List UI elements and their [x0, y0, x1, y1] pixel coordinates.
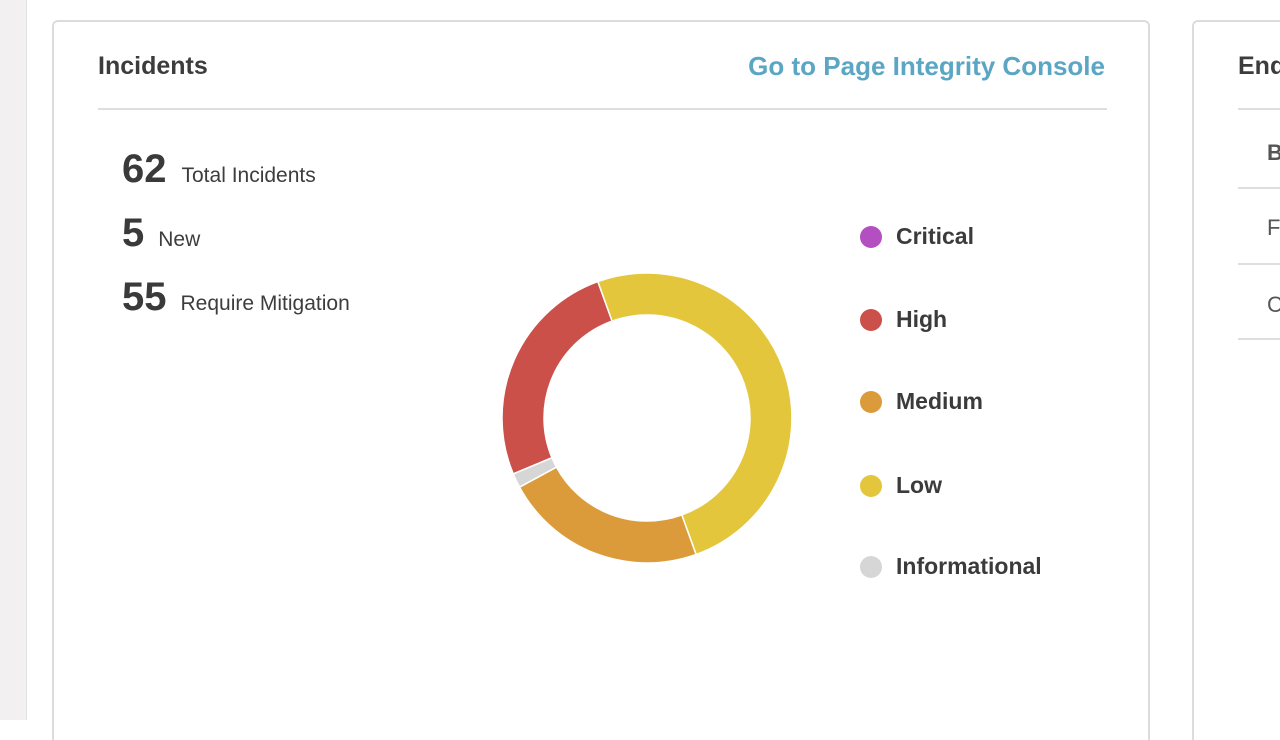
legend-dot	[860, 308, 882, 331]
legend-label: Critical	[896, 223, 974, 249]
legend-label: Low	[896, 472, 942, 498]
stat-label: Total Incidents	[181, 164, 316, 187]
stat-value: 62	[122, 147, 167, 191]
row-divider	[1238, 338, 1280, 340]
legend-label: High	[896, 306, 948, 332]
stat-label: New	[158, 228, 201, 251]
table-row[interactable]: C	[1267, 292, 1280, 318]
row-divider	[1238, 187, 1280, 189]
page-integrity-console-link[interactable]: Go to Page Integrity Console	[748, 51, 1105, 81]
card-divider	[98, 108, 1107, 110]
incidents-card: Incidents Go to Page Integrity Console 6…	[52, 20, 1150, 740]
legend-item-critical[interactable]: Critical	[860, 223, 974, 250]
table-header-cell: B	[1267, 140, 1280, 166]
stat-label: Require Mitigation	[180, 292, 350, 315]
legend-item-high[interactable]: High	[860, 306, 947, 333]
card-title: End	[1238, 52, 1280, 80]
stat-value: 5	[122, 211, 145, 255]
legend-item-medium[interactable]: Medium	[860, 388, 983, 415]
stat-value: 55	[122, 275, 167, 319]
legend-item-low[interactable]: Low	[860, 472, 942, 499]
endpoints-card: End B F C	[1192, 20, 1280, 740]
legend-dot	[860, 225, 882, 248]
legend-dot	[860, 555, 882, 578]
stat-new: 5 New	[122, 211, 200, 256]
legend-label: Informational	[896, 553, 1042, 579]
card-divider	[1238, 108, 1280, 110]
row-divider	[1238, 263, 1280, 265]
legend-label: Medium	[896, 388, 983, 414]
legend-dot	[860, 474, 882, 497]
stat-require-mitigation: 55 Require Mitigation	[122, 275, 350, 320]
donut-slice-medium[interactable]	[518, 466, 698, 564]
card-title: Incidents	[98, 52, 208, 80]
table-row[interactable]: F	[1267, 215, 1280, 240]
donut-slice-low[interactable]	[596, 272, 793, 556]
legend-item-informational[interactable]: Informational	[860, 553, 1042, 580]
left-strip	[0, 0, 27, 720]
stat-total-incidents: 62 Total Incidents	[122, 147, 316, 192]
donut-slice-high[interactable]	[501, 280, 614, 475]
severity-donut-chart	[501, 272, 793, 564]
legend-dot	[860, 390, 882, 413]
